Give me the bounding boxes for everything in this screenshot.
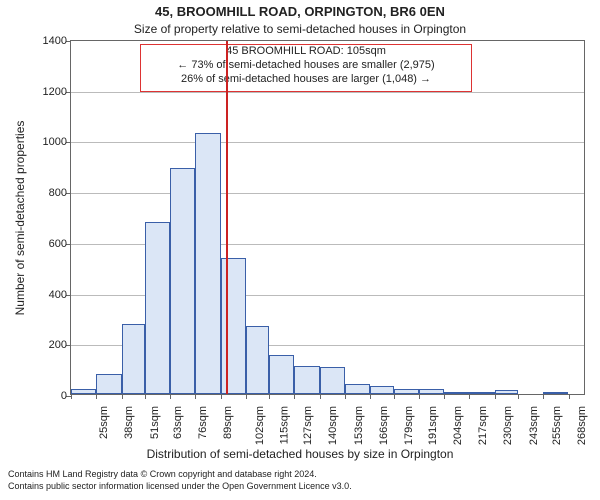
histogram-bar: [469, 392, 494, 394]
ytick-label: 400: [49, 289, 71, 301]
credit-line-2: Contains public sector information licen…: [8, 481, 352, 491]
xtick-mark: [518, 394, 519, 399]
x-axis-label: Distribution of semi-detached houses by …: [0, 447, 600, 461]
xtick-mark: [370, 394, 371, 399]
xtick-mark: [345, 394, 346, 399]
xtick-label: 153sqm: [353, 406, 365, 445]
histogram-bar: [495, 390, 518, 394]
histogram-bar: [345, 384, 370, 394]
xtick-label: 191sqm: [427, 406, 439, 445]
histogram-bar: [394, 389, 419, 394]
histogram-bar: [71, 389, 96, 394]
histogram-bar: [195, 133, 220, 394]
xtick-mark: [269, 394, 270, 399]
xtick-label: 204sqm: [452, 406, 464, 445]
histogram-bar: [122, 324, 145, 394]
histogram-bar: [221, 258, 246, 394]
xtick-mark: [469, 394, 470, 399]
ytick-label: 1000: [43, 136, 71, 148]
marker-line: [226, 41, 228, 394]
y-axis-label: Number of semi-detached properties: [13, 120, 27, 315]
xtick-mark: [569, 394, 570, 399]
ytick-label: 200: [49, 339, 71, 351]
xtick-mark: [495, 394, 496, 399]
gridline-h: [71, 193, 584, 194]
xtick-mark: [394, 394, 395, 399]
credit-line-1: Contains HM Land Registry data © Crown c…: [8, 469, 317, 479]
ytick-label: 1400: [43, 35, 71, 47]
histogram-bar: [419, 389, 444, 394]
xtick-label: 38sqm: [123, 406, 135, 439]
ytick-label: 600: [49, 238, 71, 250]
ytick-label: 1200: [43, 86, 71, 98]
page-title: 45, BROOMHILL ROAD, ORPINGTON, BR6 0EN: [0, 4, 600, 19]
xtick-mark: [444, 394, 445, 399]
ytick-label: 800: [49, 187, 71, 199]
histogram-bar: [370, 386, 393, 394]
xtick-label: 243sqm: [528, 406, 540, 445]
histogram-bar: [444, 392, 469, 394]
histogram-bar: [320, 367, 345, 394]
xtick-label: 140sqm: [328, 406, 340, 445]
xtick-label: 51sqm: [149, 406, 161, 439]
xtick-mark: [195, 394, 196, 399]
xtick-label: 255sqm: [551, 406, 563, 445]
histogram-bar: [96, 374, 121, 394]
xtick-label: 127sqm: [302, 406, 314, 445]
xtick-label: 89sqm: [222, 406, 234, 439]
xtick-label: 268sqm: [576, 406, 588, 445]
xtick-mark: [543, 394, 544, 399]
xtick-mark: [145, 394, 146, 399]
xtick-label: 25sqm: [98, 406, 110, 439]
xtick-mark: [96, 394, 97, 399]
xtick-label: 102sqm: [254, 406, 266, 445]
page-subtitle: Size of property relative to semi-detach…: [0, 22, 600, 36]
histogram-bar: [145, 222, 170, 394]
xtick-mark: [320, 394, 321, 399]
histogram-bar: [294, 366, 319, 394]
xtick-label: 63sqm: [172, 406, 184, 439]
histogram-bar: [269, 355, 294, 394]
xtick-label: 230sqm: [503, 406, 515, 445]
gridline-h: [71, 92, 584, 93]
histogram-bar: [543, 392, 568, 394]
xtick-mark: [221, 394, 222, 399]
histogram-bar: [246, 326, 269, 394]
xtick-mark: [246, 394, 247, 399]
gridline-h: [71, 142, 584, 143]
xtick-mark: [122, 394, 123, 399]
xtick-label: 217sqm: [477, 406, 489, 445]
xtick-label: 179sqm: [403, 406, 415, 445]
xtick-mark: [294, 394, 295, 399]
xtick-label: 166sqm: [378, 406, 390, 445]
histogram-bar: [170, 168, 195, 394]
xtick-mark: [170, 394, 171, 399]
ytick-label: 0: [61, 390, 71, 402]
xtick-label: 115sqm: [278, 406, 290, 444]
xtick-mark: [419, 394, 420, 399]
xtick-mark: [71, 394, 72, 399]
xtick-label: 76sqm: [197, 406, 209, 439]
histogram-plot: 020040060080010001200140025sqm38sqm51sqm…: [70, 40, 585, 395]
